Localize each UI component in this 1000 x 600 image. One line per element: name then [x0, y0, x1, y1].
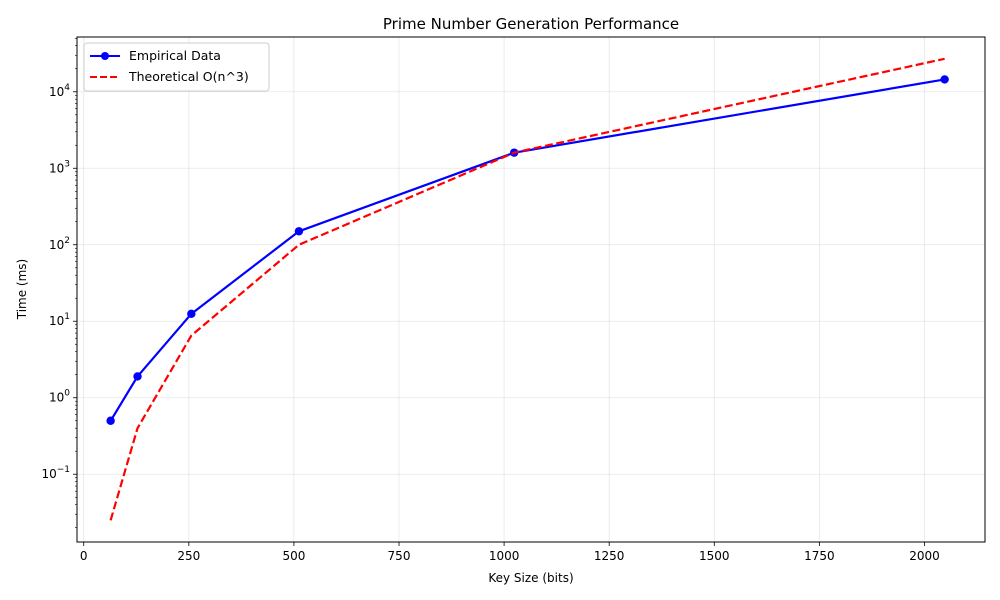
y-tick-label: 102 [49, 236, 70, 252]
y-tick-label: 101 [49, 312, 70, 328]
x-tick-label: 250 [177, 549, 200, 563]
x-tick-label: 2000 [909, 549, 940, 563]
x-tick-label: 1000 [489, 549, 520, 563]
axis-ticks: 0 250 500 750 1000 1250 1500 1750 2000 10−1 100 101… [41, 38, 940, 563]
legend-box [83, 42, 270, 92]
y-tick-label: 104 [49, 83, 70, 99]
series-line-theoretical [109, 57, 945, 521]
x-tick-label: 1250 [594, 549, 625, 563]
x-tick-label: 1750 [804, 549, 835, 563]
chart-title: Prime Number Generation Performance [383, 15, 679, 33]
legend-label-theoretical: Theoretical O(n^3) [128, 69, 249, 84]
x-tick-label: 500 [282, 549, 305, 563]
legend-label-empirical: Empirical Data [129, 48, 221, 63]
series-group [106, 57, 949, 521]
data-point-empirical [940, 75, 949, 84]
legend: Empirical Data Theoretical O(n^3) [83, 42, 270, 92]
legend-marker-empirical [101, 52, 109, 60]
x-tick-label: 750 [388, 549, 411, 563]
data-point-empirical [294, 227, 304, 236]
data-point-empirical [187, 309, 196, 319]
y-tick-label: 10−1 [41, 465, 70, 481]
grid [77, 37, 985, 542]
y-tick-label: 103 [49, 159, 70, 175]
y-axis-label: Time (ms) [15, 259, 29, 321]
x-axis-label: Key Size (bits) [488, 571, 573, 585]
x-tick-label: 0 [80, 549, 88, 563]
series-line-empirical [109, 78, 945, 422]
x-tick-label: 1500 [699, 549, 730, 563]
data-point-empirical [106, 416, 115, 425]
y-tick-label: 100 [49, 389, 70, 405]
plot-frame [76, 36, 986, 543]
data-point-empirical [133, 372, 142, 381]
